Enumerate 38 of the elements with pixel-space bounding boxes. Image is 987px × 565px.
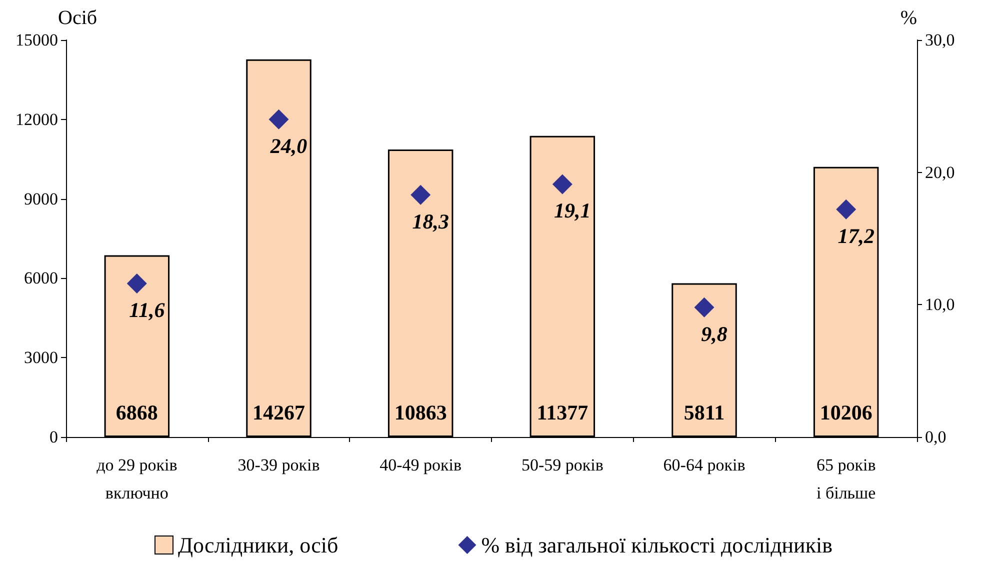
y-tick-label: 15000 [16, 30, 58, 50]
y2-tick-label: 0,0 [925, 428, 946, 446]
point [552, 174, 572, 194]
x-tick-label: 60-64 років [663, 456, 746, 474]
point [410, 184, 431, 205]
y-tick-label: 0 [50, 428, 58, 446]
data-label: 19,1 [554, 198, 591, 223]
legend-label: % від загальної кількості дослідників [481, 532, 833, 558]
data-label: 10206 [820, 400, 872, 424]
legend-label: Дослідники, осіб [178, 532, 338, 558]
y-tick-label: 3000 [24, 348, 58, 368]
data-label: 11,6 [129, 298, 166, 322]
data-label: 11377 [536, 400, 588, 424]
y-tick-label: 9000 [24, 189, 58, 208]
y2-tick-label: 20,0 [925, 162, 955, 182]
x-tick-label: 50-59 років [521, 456, 604, 474]
y-tick-label: 6000 [24, 268, 58, 288]
data-label: 14267 [252, 400, 305, 424]
data-label: 5811 [684, 400, 725, 424]
x-tick-label: 40-49 років [380, 456, 462, 474]
data-label: 9,8 [701, 322, 728, 346]
point [836, 199, 856, 220]
point [694, 297, 714, 318]
y-axis-title: Осіб [58, 7, 98, 29]
data-label: 17,2 [838, 224, 875, 248]
y2-tick-label: 10,0 [925, 295, 955, 314]
x-tick-label: до 29 років включно [96, 456, 178, 502]
x-tick-label: 30-39 років [238, 456, 320, 474]
data-label: 10863 [394, 400, 447, 424]
point [126, 273, 147, 294]
data-label: 24,0 [269, 134, 308, 158]
y2-axis-title: % [900, 7, 917, 29]
data-label: 18,3 [412, 209, 449, 234]
x-tick-label: 65 років і більше [816, 456, 876, 502]
y-tick-label: 12000 [16, 110, 58, 129]
point [268, 109, 289, 130]
data-label: 6868 [116, 400, 158, 424]
y2-tick-label: 30,0 [925, 30, 955, 50]
